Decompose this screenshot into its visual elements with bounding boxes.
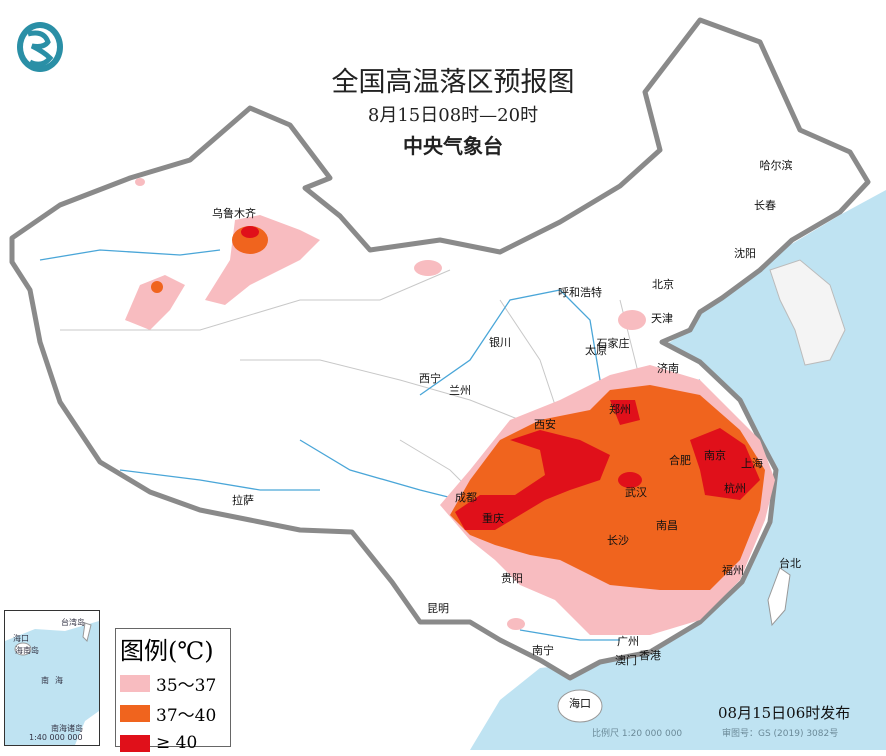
city-label: 成都 xyxy=(455,491,477,504)
inset-scale: 1:40 000 000 xyxy=(29,733,83,742)
heat-over-40 xyxy=(241,226,760,530)
publish-time: 08月15日06时发布 xyxy=(718,704,851,722)
city-label: 乌鲁木齐 xyxy=(212,207,256,220)
inset-label-hainan: 海南岛 xyxy=(15,646,39,655)
city-label: 郑州 xyxy=(609,403,631,416)
city-label: 北京 xyxy=(652,278,674,291)
legend-item-35-37: 35～37 xyxy=(120,670,230,696)
city-label: 香港 xyxy=(639,649,661,662)
city-label: 沈阳 xyxy=(734,247,756,260)
legend-label: 35～37 xyxy=(156,675,217,696)
city-label: 昆明 xyxy=(427,602,449,615)
taiwan-island xyxy=(767,567,791,627)
legend: 图例(℃) 35～37 37～40 ≥ 40 xyxy=(115,628,231,753)
city-label: 石家庄 xyxy=(596,337,630,350)
city-label: 西宁 xyxy=(419,372,441,385)
map-approval-number: 审图号：GS (2019) 3082号 xyxy=(722,729,839,739)
inset-label-taiwan: 台湾岛 xyxy=(61,618,85,627)
forecast-period: 8月15日08时—20时 xyxy=(367,105,539,126)
city-label: 台北 xyxy=(779,557,801,570)
city-label: 西安 xyxy=(534,418,556,431)
city-label: 哈尔滨 xyxy=(759,159,793,172)
legend-title: 图例(℃) xyxy=(120,637,214,665)
city-label: 太原 xyxy=(585,344,607,357)
legend-swatch xyxy=(120,674,150,692)
inset-label-haikou: 海口 xyxy=(13,634,29,643)
issuer: 中央气象台 xyxy=(403,134,503,158)
city-label: 武汉 xyxy=(625,486,647,499)
city-label: 南京 xyxy=(704,449,726,462)
city-label: 福州 xyxy=(722,564,744,577)
legend-label: 37～40 xyxy=(156,705,217,726)
map-scale: 比例尺 1:20 000 000 xyxy=(592,729,683,739)
cma-logo xyxy=(17,22,63,72)
city-label: 呼和浩特 xyxy=(558,286,602,299)
city-label: 长春 xyxy=(754,199,776,212)
legend-item-over-40: ≥ 40 xyxy=(120,730,230,756)
south-china-sea-inset: 海口 海南岛 台湾岛 南海 南海诸岛 1:40 000 000 xyxy=(4,610,100,746)
city-label: 重庆 xyxy=(482,512,504,525)
legend-label: ≥ 40 xyxy=(156,733,198,753)
city-label: 拉萨 xyxy=(232,494,254,507)
map-title: 全国高温落区预报图 xyxy=(331,67,575,98)
city-label: 贵阳 xyxy=(501,572,523,585)
city-label: 天津 xyxy=(651,312,673,325)
inset-label-south-sea: 南海 xyxy=(41,676,69,685)
legend-item-37-40: 37～40 xyxy=(120,700,230,726)
city-label: 银川 xyxy=(489,336,511,349)
korea-peninsula xyxy=(769,259,846,366)
city-label: 长沙 xyxy=(607,534,629,547)
city-label: 杭州 xyxy=(724,482,746,495)
inset-label-islands: 南海诸岛 xyxy=(51,724,83,733)
city-label: 合肥 xyxy=(669,454,691,467)
city-label: 兰州 xyxy=(449,384,471,397)
city-label: 南宁 xyxy=(532,644,554,657)
legend-swatch xyxy=(120,704,150,722)
city-label: 海口 xyxy=(569,697,591,710)
city-label: 广州 xyxy=(617,635,639,648)
city-label: 济南 xyxy=(657,362,679,375)
legend-swatch xyxy=(120,734,150,752)
city-label: 上海 xyxy=(741,457,763,470)
hainan-island xyxy=(557,689,603,723)
city-label: 南昌 xyxy=(656,519,678,532)
city-label: 澳门 xyxy=(615,654,637,667)
inset-map xyxy=(5,611,99,745)
